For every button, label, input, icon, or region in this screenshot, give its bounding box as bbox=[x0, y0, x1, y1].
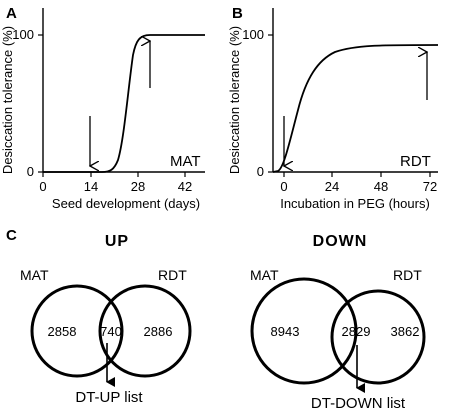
panel-b-curve bbox=[272, 44, 439, 173]
venn-up-left-count: 2858 bbox=[48, 324, 77, 339]
panel-b-tag: RDT bbox=[400, 153, 431, 170]
venn-down-left-label: MAT bbox=[250, 267, 279, 283]
panel-c-letter: C bbox=[6, 227, 17, 244]
venn-up-right-count: 2886 bbox=[144, 324, 173, 339]
venn-up: UP MAT RDT 2858 740 2886 DT-UP list bbox=[20, 233, 192, 406]
panel-b-xlabel: Incubation in PEG (hours) bbox=[280, 196, 430, 211]
panel-a-ylabel: Desiccation tolerance (%) bbox=[0, 26, 15, 174]
panel-b-xtick-label-72: 72 bbox=[423, 179, 437, 194]
panel-b-ylabel: Desiccation tolerance (%) bbox=[227, 26, 242, 174]
panel-a-curve bbox=[43, 34, 205, 173]
venn-down-right-circle bbox=[330, 289, 426, 385]
panel-a-xlabel: Seed development (days) bbox=[52, 196, 200, 211]
panel-b-ytick-label-100: 100 bbox=[242, 27, 264, 42]
venn-down-left-count: 8943 bbox=[271, 324, 300, 339]
venn-down-list-label: DT-DOWN list bbox=[311, 395, 406, 412]
venn-up-right-circle bbox=[98, 284, 192, 378]
panel-a-xtick-label-42: 42 bbox=[178, 179, 192, 194]
venn-down-title: DOWN bbox=[313, 233, 368, 250]
venn-down-right-label: RDT bbox=[393, 267, 422, 283]
venn-up-title: UP bbox=[105, 233, 129, 250]
venn-up-left-circle bbox=[30, 284, 124, 378]
panel-b-xtick-label-0: 0 bbox=[280, 179, 287, 194]
venn-down-right-count: 3862 bbox=[391, 324, 420, 339]
venn-up-list-label: DT-UP list bbox=[75, 389, 143, 406]
panel-a-tag: MAT bbox=[170, 153, 201, 170]
venn-up-right-label: RDT bbox=[158, 267, 187, 283]
panel-b-letter: B bbox=[232, 5, 243, 22]
panel-a-ytick-label-100: 100 bbox=[12, 27, 34, 42]
venn-down-left-circle bbox=[250, 277, 358, 385]
panel-a-ytick-label-0: 0 bbox=[27, 164, 34, 179]
panel-b-xtick-label-48: 48 bbox=[374, 179, 388, 194]
panel-a-xtick-label-28: 28 bbox=[131, 179, 145, 194]
panel-c: C UP MAT RDT 2858 740 2886 DT-UP list DO… bbox=[6, 227, 426, 412]
venn-down: DOWN MAT RDT 8943 2829 3862 DT-DOWN list bbox=[250, 233, 426, 412]
venn-up-left-label: MAT bbox=[20, 267, 49, 283]
panel-b: B Desiccation tolerance (%) 100 0 0 24 4… bbox=[227, 5, 439, 211]
panel-b-xtick-label-24: 24 bbox=[325, 179, 339, 194]
panel-a-xtick-label-0: 0 bbox=[39, 179, 46, 194]
panel-b-ytick-label-0: 0 bbox=[257, 164, 264, 179]
venn-up-overlap-count: 740 bbox=[100, 324, 122, 339]
panel-a-letter: A bbox=[6, 5, 17, 22]
panel-a-xtick-label-14: 14 bbox=[84, 179, 98, 194]
venn-down-overlap-count: 2829 bbox=[342, 324, 371, 339]
panel-a: A Desiccation tolerance (%) 100 0 0 14 2… bbox=[0, 5, 205, 211]
